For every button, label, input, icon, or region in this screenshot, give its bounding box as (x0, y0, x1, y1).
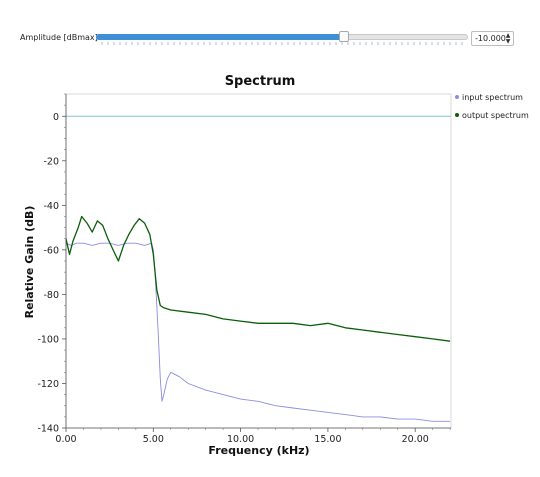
x-axis-label: Frequency (kHz) (208, 444, 309, 457)
y-tick-label: -100 (37, 334, 59, 345)
x-tick-label: 0.00 (55, 434, 76, 445)
amplitude-value[interactable]: -10.000 (475, 34, 506, 43)
spin-down-icon[interactable]: ▼ (505, 38, 511, 45)
slider-fill (96, 34, 345, 40)
control-bar: Amplitude [dBmax] -10.000 ▲ ▼ (0, 0, 540, 60)
series-line-input (65, 242, 451, 422)
chart-title: Spectrum (224, 74, 296, 89)
x-tick-label: 5.00 (143, 434, 164, 445)
y-tick-label: -140 (37, 424, 59, 435)
amplitude-label: Amplitude [dBmax] (20, 33, 98, 42)
legend-entry: output spectrum (462, 111, 529, 120)
y-tick-label: -80 (43, 290, 59, 301)
y-axis-label: Relative Gain (dB) (23, 206, 36, 319)
y-tick-label: 0 (53, 112, 59, 123)
y-tick-label: -60 (43, 245, 59, 256)
x-tick-label: 15.00 (314, 434, 341, 445)
legend-marker (455, 113, 459, 117)
y-tick-label: -20 (43, 156, 59, 167)
legend-entry: input spectrum (462, 93, 523, 102)
legend-marker (455, 95, 459, 99)
x-tick-label: 20.00 (402, 434, 429, 445)
y-tick-label: -120 (37, 379, 59, 390)
plot-frame (65, 93, 452, 429)
amplitude-spinbox[interactable]: -10.000 ▲ ▼ (471, 31, 514, 46)
slider-handle[interactable] (339, 31, 350, 42)
slider-tick-marks (101, 42, 463, 45)
series-line-output (65, 215, 451, 342)
spin-up-icon[interactable]: ▲ (505, 32, 511, 39)
y-tick-label: -40 (43, 201, 59, 212)
x-tick-label: 10.00 (227, 434, 254, 445)
amplitude-slider[interactable] (96, 31, 468, 47)
